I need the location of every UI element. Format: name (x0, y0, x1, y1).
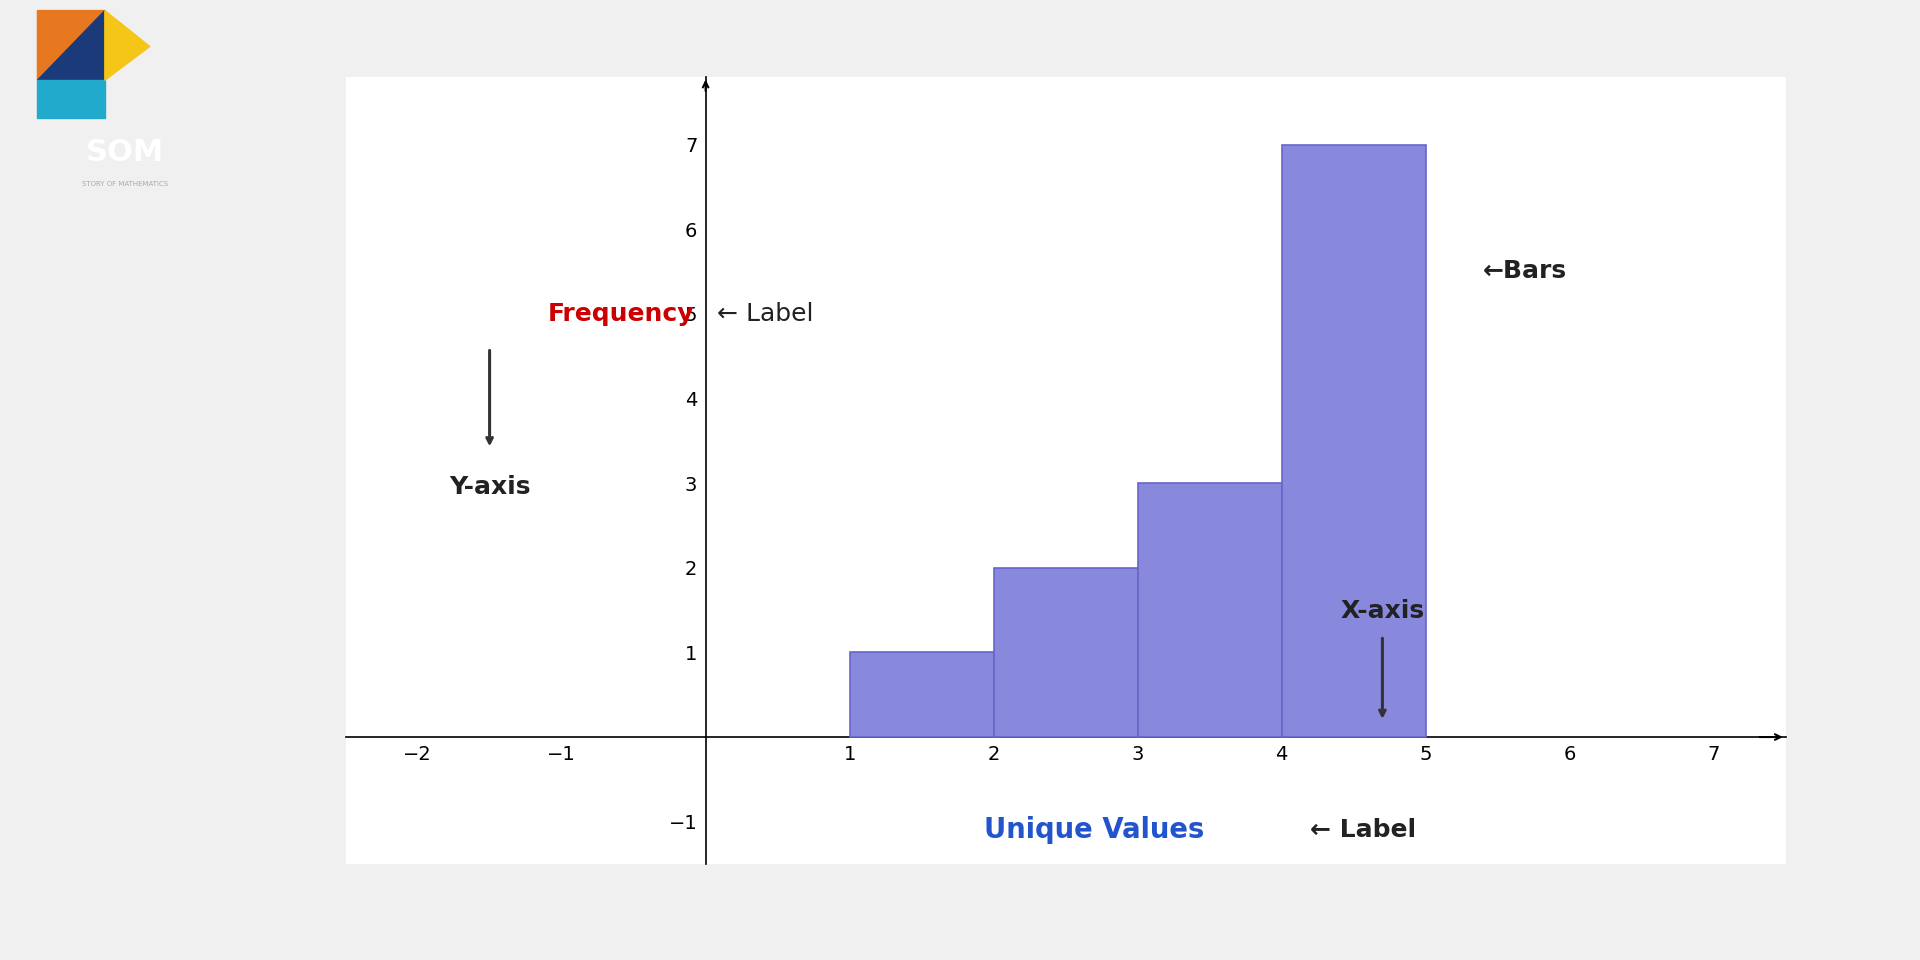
Text: ←Bars: ←Bars (1482, 259, 1567, 283)
Text: Frequency: Frequency (547, 301, 693, 325)
Text: X-axis: X-axis (1340, 599, 1425, 623)
Bar (1283, 145, 1425, 737)
Bar (849, 653, 995, 737)
Text: ← Label: ← Label (716, 301, 814, 325)
Text: STORY OF MATHEMATICS: STORY OF MATHEMATICS (83, 180, 167, 187)
Text: Unique Values: Unique Values (985, 816, 1204, 844)
Text: SOM: SOM (86, 137, 163, 167)
Polygon shape (38, 81, 106, 118)
Polygon shape (38, 11, 106, 81)
Bar (1137, 483, 1283, 737)
Bar (995, 567, 1137, 737)
Polygon shape (38, 11, 106, 81)
Text: ← Label: ← Label (1309, 818, 1417, 842)
Text: Y-axis: Y-axis (449, 474, 530, 498)
Polygon shape (106, 11, 150, 81)
